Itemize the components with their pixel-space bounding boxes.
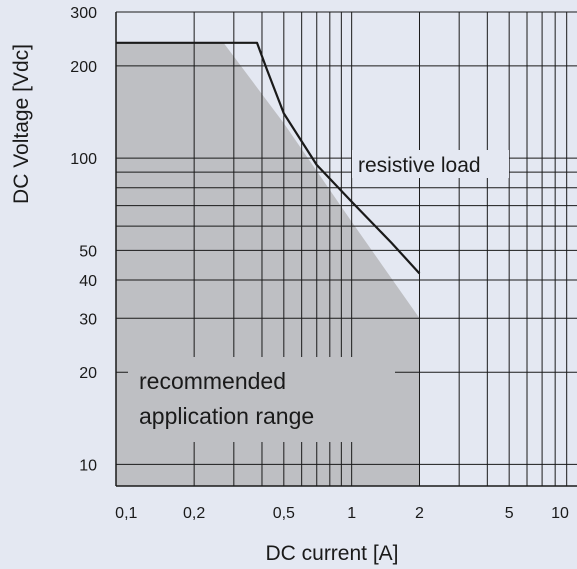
x-axis-title: DC current [A] (265, 542, 398, 565)
resistive-load-curve (116, 41, 421, 275)
series-label: resistive load (358, 154, 481, 177)
x-tick-label: 10 (551, 505, 569, 522)
x-tick-label: 1 (347, 505, 356, 522)
area-label-bg (128, 357, 395, 442)
y-tick-label: 40 (79, 273, 97, 290)
x-tick-label: 2 (415, 505, 424, 522)
y-tick-label: 200 (70, 59, 97, 76)
y-axis-title: DC Voltage [Vdc] (10, 44, 33, 204)
y-tick-label: 100 (70, 151, 97, 168)
x-tick-label: 0,5 (273, 505, 295, 522)
curve-layer (116, 41, 421, 275)
y-tick-label: 20 (79, 365, 97, 382)
y-tick-label: 50 (79, 243, 97, 260)
x-tick-label: 0,1 (115, 505, 137, 522)
x-tick-label: 0,2 (183, 505, 205, 522)
y-tick-label: 30 (79, 311, 97, 328)
area-label-line2: application range (139, 403, 314, 429)
x-tick-label: 5 (505, 505, 514, 522)
area-label-line1: recommended (139, 368, 286, 394)
y-tick-label: 300 (70, 5, 97, 22)
series-label-bg (352, 150, 509, 178)
y-tick-label: 10 (79, 457, 97, 474)
tick-label-layer: 0,1 0,2 0,5 1 2 5 10 10 20 30 40 50 100 200 300 (70, 5, 569, 522)
